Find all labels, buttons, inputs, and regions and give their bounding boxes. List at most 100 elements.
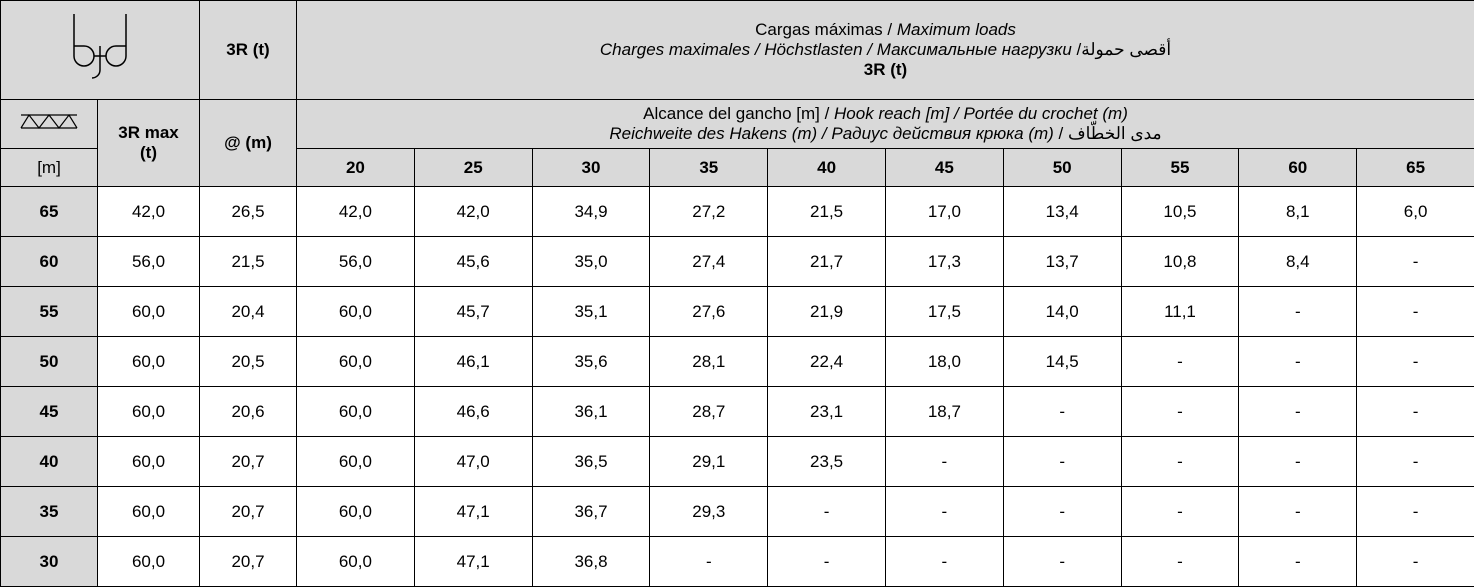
load-cell: 22,4 bbox=[767, 336, 886, 387]
load-cell: 17,3 bbox=[884, 236, 1004, 287]
data-row: 55 60,0 20,4 60,0 45,7 35,1 27,6 21,9 17,5 14,0 11… bbox=[0, 286, 1474, 337]
load-cell: 20,4 bbox=[199, 286, 297, 337]
load-cell: - bbox=[1002, 436, 1122, 487]
load-cell: - bbox=[1356, 336, 1474, 387]
load-cell: 10,8 bbox=[1120, 236, 1240, 287]
load-cell: 47,0 bbox=[413, 436, 533, 487]
load-cell: - bbox=[1356, 236, 1474, 287]
load-cell: 23,1 bbox=[767, 386, 886, 437]
text-segment: Maximum loads bbox=[896, 20, 1016, 39]
text-segment: Alcance del gancho [m] / bbox=[643, 104, 835, 123]
load-cell: 45,7 bbox=[413, 286, 533, 337]
text-segment: Hook reach [m] / Portée du crochet (m) bbox=[834, 104, 1128, 123]
load-cell: 13,7 bbox=[1002, 236, 1122, 287]
load-cell: - bbox=[1356, 286, 1474, 337]
load-cell: 56,0 bbox=[296, 236, 415, 287]
load-cell: 60,0 bbox=[97, 536, 200, 587]
load-cell: 42,0 bbox=[413, 186, 533, 237]
load-cell: 47,1 bbox=[413, 536, 533, 587]
hook-col-header: 3R (t) bbox=[199, 0, 297, 100]
reach-line: Alcance del gancho [m] / Hook reach [m] … bbox=[297, 104, 1474, 124]
load-cell: - bbox=[1238, 286, 1358, 337]
load-cell: - bbox=[1002, 386, 1122, 437]
load-cell: 29,3 bbox=[649, 486, 769, 537]
load-cell: 21,5 bbox=[767, 186, 886, 237]
load-cell: 8,1 bbox=[1238, 186, 1358, 237]
boom-length: 60 bbox=[0, 236, 98, 287]
title-line: Cargas máximas / Maximum loads bbox=[297, 20, 1474, 40]
load-cell: 34,9 bbox=[531, 186, 651, 237]
title-line: Charges maximales / Höchstlasten / Макси… bbox=[297, 40, 1474, 60]
load-cell: 8,4 bbox=[1238, 236, 1358, 287]
boom-length: 40 bbox=[0, 436, 98, 487]
reach-cell: Alcance del gancho [m] / Hook reach [m] … bbox=[295, 99, 1474, 149]
boom-length: 35 bbox=[0, 486, 98, 537]
reach-header: 25 bbox=[413, 148, 533, 187]
reach-header: 30 bbox=[531, 148, 651, 187]
load-cell: 27,4 bbox=[649, 236, 769, 287]
load-cell: 20,5 bbox=[199, 336, 297, 387]
hook-icon-cell bbox=[0, 0, 200, 100]
load-cell: 6,0 bbox=[1356, 186, 1474, 237]
load-cell: 20,6 bbox=[199, 386, 297, 437]
boom-length: 50 bbox=[0, 336, 98, 387]
load-cell: - bbox=[1238, 486, 1358, 537]
load-cell: 35,6 bbox=[531, 336, 651, 387]
text-segment: Cargas máximas / bbox=[755, 20, 897, 39]
load-cell: 35,0 bbox=[531, 236, 651, 287]
load-cell: - bbox=[767, 536, 886, 587]
reach-header: 50 bbox=[1002, 148, 1122, 187]
load-cell: 36,7 bbox=[531, 486, 651, 537]
max-col-label: 3R max (t) bbox=[118, 123, 179, 162]
truss-icon-cell bbox=[0, 99, 98, 149]
load-cell: - bbox=[1356, 436, 1474, 487]
load-cell: - bbox=[1002, 536, 1122, 587]
load-cell: 36,1 bbox=[531, 386, 651, 437]
load-cell: - bbox=[1356, 486, 1474, 537]
load-cell: 47,1 bbox=[413, 486, 533, 537]
load-cell: - bbox=[1238, 336, 1358, 387]
reach-header: 55 bbox=[1120, 148, 1240, 187]
reach-line: Reichweite des Hakens (m) / Радиус дейст… bbox=[297, 124, 1474, 144]
hook-icon bbox=[73, 13, 127, 79]
boom-length: 45 bbox=[0, 386, 98, 437]
at-col-header: @ (m) bbox=[199, 99, 297, 187]
load-cell: - bbox=[1002, 486, 1122, 537]
load-cell: 60,0 bbox=[97, 386, 200, 437]
reach-header: 35 bbox=[649, 148, 769, 187]
load-cell: 60,0 bbox=[296, 486, 415, 537]
reach-header: 65 bbox=[1356, 148, 1474, 187]
data-row: 30 60,0 20,7 60,0 47,1 36,8- - - - - - - bbox=[0, 536, 1474, 587]
text-segment: Reichweite des Hakens (m) / Радиус дейст… bbox=[609, 124, 1054, 143]
load-cell: 28,7 bbox=[649, 386, 769, 437]
load-cell: 60,0 bbox=[97, 286, 200, 337]
load-cell: 46,1 bbox=[413, 336, 533, 387]
reach-header: 60 bbox=[1238, 148, 1358, 187]
load-cell: - bbox=[884, 536, 1004, 587]
load-cell: - bbox=[649, 536, 769, 587]
load-cell: 21,9 bbox=[767, 286, 886, 337]
unit-cell: [m] bbox=[0, 148, 98, 187]
text-segment: Charges maximales / Höchstlasten / Макси… bbox=[599, 40, 1072, 59]
load-cell: 46,6 bbox=[413, 386, 533, 437]
load-cell: 56,0 bbox=[97, 236, 200, 287]
data-row: 45 60,0 20,6 60,0 46,6 36,1 28,7 23,1 18,7- - - - bbox=[0, 386, 1474, 437]
load-cell: 60,0 bbox=[97, 486, 200, 537]
load-cell: 45,6 bbox=[413, 236, 533, 287]
data-row: 40 60,0 20,7 60,0 47,0 36,5 29,1 23,5- - - - - bbox=[0, 436, 1474, 487]
boom-length: 30 bbox=[0, 536, 98, 587]
max-col-header: 3R max (t) bbox=[97, 99, 200, 187]
load-cell: 14,0 bbox=[1002, 286, 1122, 337]
load-cell: - bbox=[1238, 536, 1358, 587]
load-cell: 17,5 bbox=[884, 286, 1004, 337]
boom-length: 65 bbox=[0, 186, 98, 237]
load-cell: 23,5 bbox=[767, 436, 886, 487]
subtitle: 3R (t) bbox=[863, 60, 908, 79]
load-cell: - bbox=[1238, 386, 1358, 437]
load-cell: 20,7 bbox=[199, 486, 297, 537]
load-cell: - bbox=[1238, 436, 1358, 487]
data-row: 50 60,0 20,5 60,0 46,1 35,6 28,1 22,4 18,0 14,5- -… bbox=[0, 336, 1474, 387]
reach-header: 45 bbox=[884, 148, 1004, 187]
